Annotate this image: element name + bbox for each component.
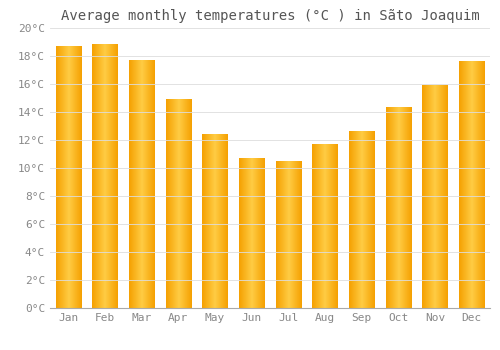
Bar — [129, 60, 154, 308]
Bar — [92, 45, 118, 308]
Title: Average monthly temperatures (°C ) in Sãto Joaquim: Average monthly temperatures (°C ) in Sã… — [60, 9, 480, 23]
Bar — [276, 161, 301, 308]
Bar — [239, 158, 264, 308]
Bar — [459, 62, 484, 308]
Bar — [312, 144, 338, 308]
Bar — [422, 85, 448, 308]
Bar — [386, 108, 411, 308]
Bar — [349, 132, 374, 308]
Bar — [202, 134, 228, 308]
Bar — [56, 46, 81, 308]
Bar — [166, 99, 191, 308]
